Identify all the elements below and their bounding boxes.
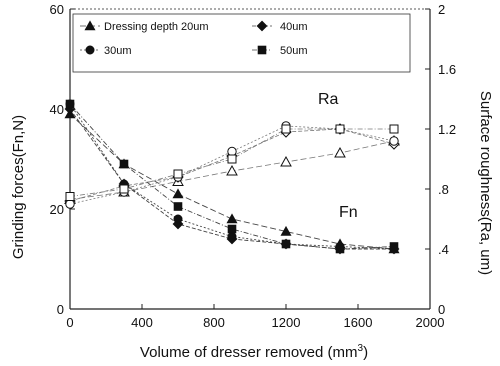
- ra-data-point: [389, 136, 399, 146]
- legend-label: Dressing depth 20um: [104, 21, 209, 33]
- right-y-tick-label: 1.6: [438, 62, 456, 77]
- ra-data-point: [281, 124, 291, 134]
- legend-entry-square: 50um: [252, 45, 308, 57]
- fn-data-point: [281, 239, 291, 249]
- ra-data-point: [389, 124, 399, 134]
- legend-marker: [85, 45, 95, 55]
- fn-data-point: [173, 214, 183, 224]
- fn-data-point: [173, 202, 183, 211]
- fn-data-point: [65, 99, 75, 109]
- x-tick-label: 2000: [416, 315, 445, 330]
- ra-data-point: [119, 184, 129, 194]
- fn-data-point: [227, 224, 237, 234]
- x-tick-label: 1600: [344, 315, 373, 330]
- legend-entry-circle: 30um: [80, 45, 132, 57]
- fn-data-point: [335, 244, 345, 254]
- legend-entry-triangle: Dressing depth 20um: [80, 20, 209, 33]
- left-y-tick-label: 20: [50, 202, 64, 217]
- fn-data-point: [226, 213, 238, 224]
- ra-data-point: [335, 124, 345, 134]
- x-axis-title-close: ): [363, 344, 368, 361]
- right-y-axis-ticks: 0 .4 .8 1.2 1.6 2: [425, 2, 456, 317]
- right-y-axis-title: Surface roughness(Ra, um): [477, 91, 494, 275]
- legend-marker: [84, 20, 96, 31]
- right-y-tick-label: 1.2: [438, 122, 456, 137]
- legend: Dressing depth 20um 40um 30um 50um: [72, 13, 411, 73]
- left-y-axis-ticks: 0 20 40 60: [50, 2, 75, 317]
- ra-data-point: [280, 155, 292, 167]
- fn-annotation: Fn: [339, 204, 358, 221]
- fn-data-point: [389, 242, 399, 251]
- fn-data-point: [172, 188, 184, 199]
- right-y-tick-label: .8: [438, 182, 449, 197]
- legend-label: 40um: [280, 21, 308, 33]
- plot-frame: [69, 8, 431, 310]
- fn-data-point: [227, 232, 237, 242]
- x-tick-label: 400: [131, 315, 153, 330]
- x-axis-title-superscript: 3: [358, 343, 364, 354]
- x-axis-title: Volume of dresser removed (mm3): [140, 343, 368, 361]
- left-y-axis-title: Grinding forces(Fn,N): [10, 115, 27, 259]
- x-axis-ticks: 0 400 800 1200 1600 2000: [66, 304, 444, 330]
- ra-data-point: [65, 192, 75, 201]
- ra-data-point: [65, 199, 75, 209]
- legend-label: 50um: [280, 45, 308, 57]
- x-tick-label: 0: [66, 315, 73, 330]
- fn-data-point: [280, 225, 292, 236]
- ra-data-point: [227, 146, 237, 157]
- ra-data-point: [173, 169, 183, 179]
- series-square: [65, 99, 399, 254]
- fn-data-point: [119, 159, 129, 169]
- legend-marker: [257, 45, 267, 55]
- x-tick-label: 800: [203, 315, 225, 330]
- ra-annotation: Ra: [318, 91, 339, 108]
- series-layer: [64, 99, 400, 255]
- x-axis-title-text: Volume of dresser removed (mm: [140, 344, 358, 361]
- legend-entry-diamond: 40um: [252, 20, 308, 33]
- right-y-tick-label: .4: [438, 242, 449, 257]
- left-y-tick-label: 40: [50, 102, 64, 117]
- x-tick-label: 1200: [272, 315, 301, 330]
- left-y-tick-label: 60: [50, 2, 64, 17]
- ra-data-point: [227, 154, 237, 164]
- left-y-tick-label: 0: [57, 302, 64, 317]
- legend-marker: [256, 20, 268, 32]
- legend-box: [72, 13, 411, 73]
- legend-label: 30um: [104, 45, 132, 57]
- right-y-tick-label: 0: [438, 302, 445, 317]
- ra-data-point: [334, 146, 346, 158]
- right-y-tick-label: 2: [438, 2, 445, 17]
- ra-data-point: [226, 164, 238, 176]
